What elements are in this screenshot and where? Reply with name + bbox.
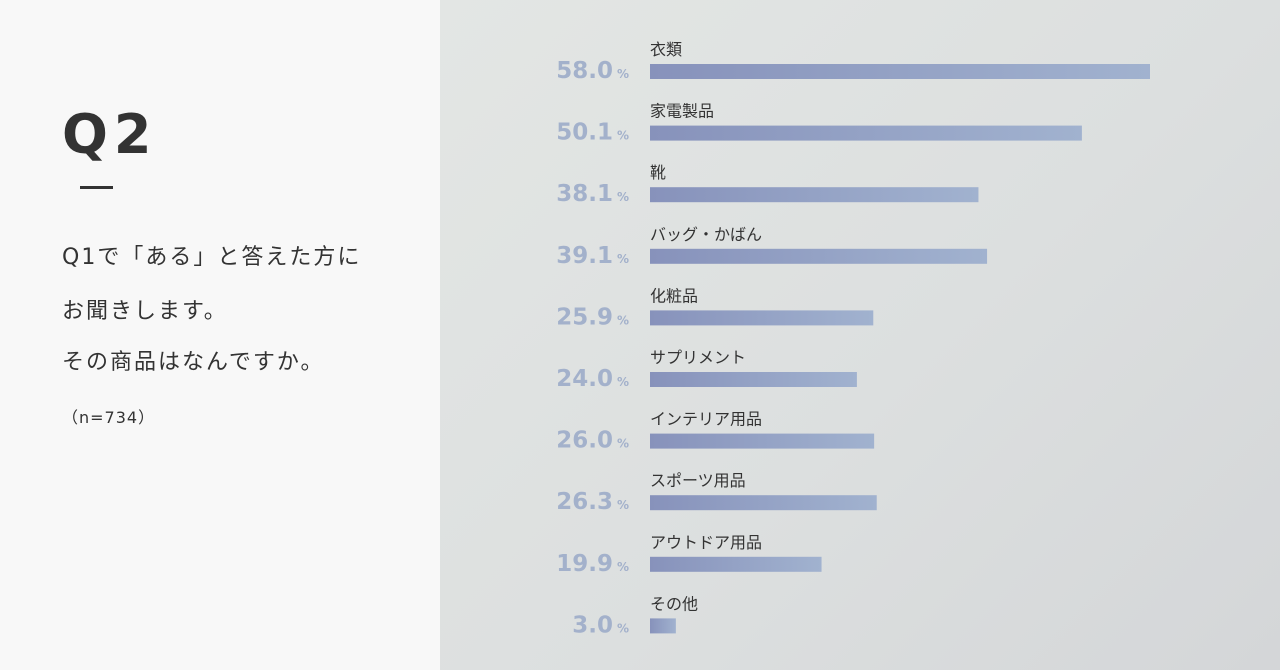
sample-size: （n=734） bbox=[62, 408, 156, 427]
value-label: 24.0 bbox=[556, 366, 613, 392]
percent-unit: % bbox=[617, 621, 629, 635]
percent-unit: % bbox=[617, 375, 629, 389]
category-label: スポーツ用品 bbox=[650, 471, 746, 490]
question-text-line-3: その商品はなんですか。 bbox=[62, 350, 325, 375]
bar-chart: 衣類 58.0 % 家電製品 50.1 % 靴 38.1 % バッグ・かばん 39.1 % 化粧品 25.… bbox=[556, 40, 1150, 638]
percent-unit: % bbox=[617, 437, 629, 451]
category-label: 化粧品 bbox=[650, 286, 698, 305]
category-label: 家電製品 bbox=[650, 102, 714, 121]
percent-unit: % bbox=[617, 190, 629, 204]
category-label: インテリア用品 bbox=[650, 410, 762, 429]
percent-unit: % bbox=[617, 67, 629, 81]
bar bbox=[650, 556, 822, 572]
question-text-line-2: お聞きします。 bbox=[62, 299, 228, 324]
value-label: 58.0 bbox=[556, 58, 613, 84]
value-label: 50.1 bbox=[556, 120, 613, 146]
bar bbox=[650, 495, 877, 511]
value-label: 39.1 bbox=[556, 243, 613, 269]
category-label: 衣類 bbox=[650, 40, 682, 59]
value-label: 3.0 bbox=[572, 612, 613, 638]
category-label: バッグ・かばん bbox=[650, 225, 762, 244]
bar bbox=[650, 618, 676, 634]
value-label: 26.3 bbox=[556, 489, 613, 515]
bar bbox=[650, 310, 874, 326]
bar bbox=[650, 433, 875, 449]
percent-unit: % bbox=[617, 252, 629, 266]
bar bbox=[650, 372, 857, 387]
bar bbox=[650, 64, 1150, 79]
category-label: 靴 bbox=[650, 163, 666, 182]
bar bbox=[650, 125, 1082, 141]
title-underline bbox=[80, 186, 113, 189]
value-label: 38.1 bbox=[556, 181, 613, 207]
category-label: アウトドア用品 bbox=[650, 533, 762, 552]
question-number: Q2 bbox=[62, 103, 158, 166]
bar bbox=[650, 248, 988, 264]
category-label: サプリメント bbox=[650, 348, 746, 367]
percent-unit: % bbox=[617, 498, 629, 512]
category-label: その他 bbox=[650, 594, 698, 613]
question-panel: Q2 Q1で「ある」と答えた方に お聞きします。 その商品はなんですか。 （n=… bbox=[0, 0, 440, 670]
question-text-line-1: Q1で「ある」と答えた方に bbox=[62, 245, 362, 270]
value-label: 26.0 bbox=[556, 428, 613, 454]
value-label: 19.9 bbox=[556, 551, 613, 577]
percent-unit: % bbox=[617, 560, 629, 574]
bar bbox=[650, 187, 979, 203]
percent-unit: % bbox=[617, 129, 629, 143]
chart-panel: 衣類 58.0% 家電製品 50.1% 靴 38.1% バッグ・かばん 39.1% 化粧品 25.… bbox=[440, 0, 1280, 670]
value-label: 25.9 bbox=[556, 304, 613, 330]
percent-unit: % bbox=[617, 313, 629, 327]
